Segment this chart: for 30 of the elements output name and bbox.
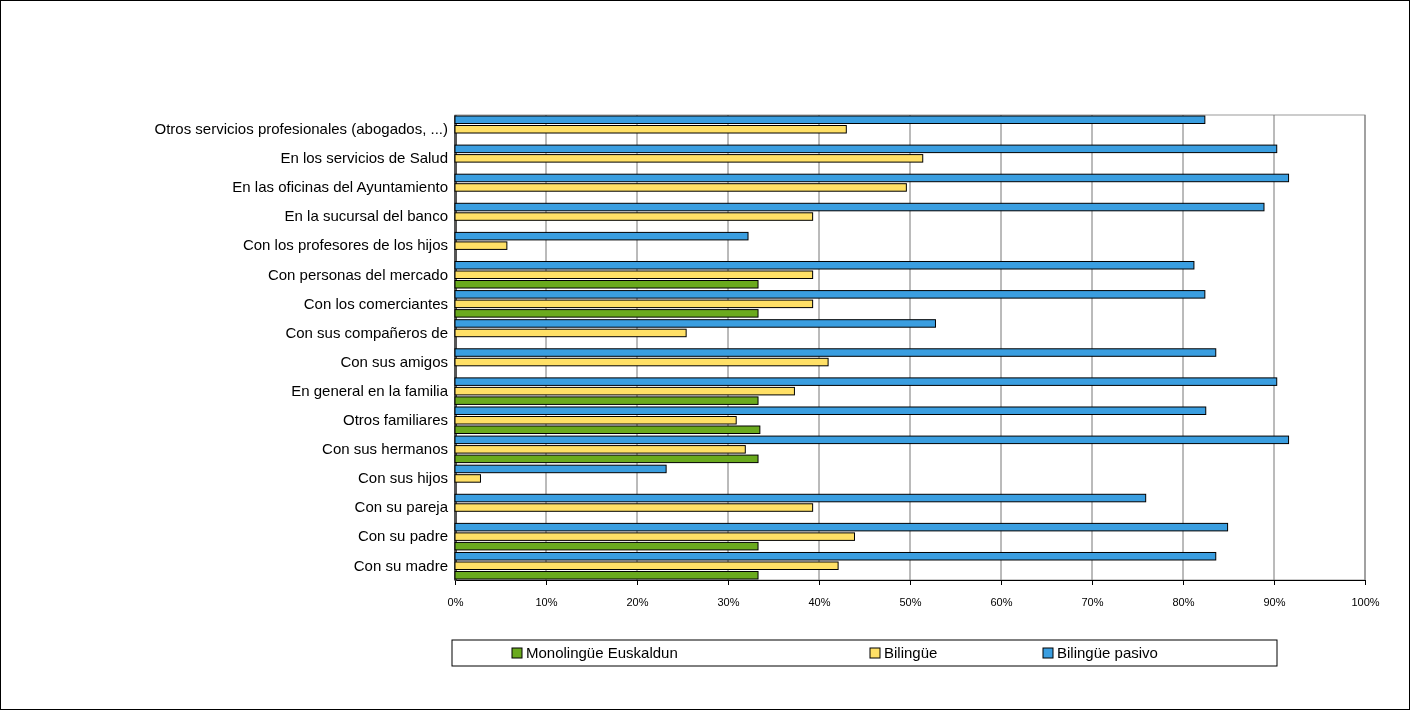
y-tick-label: Con sus amigos [340,352,448,370]
y-tick-label: Otros familiares [342,411,448,429]
legend-label: Monolingüe Euskaldun [526,644,678,661]
x-tick-label: 0% [447,595,464,608]
y-tick-label: Con sus hermanos [322,440,448,458]
y-tick-label: Otros servicios profesionales (abogados, ...) [154,120,448,138]
x-tick-label: 90% [1263,595,1286,608]
x-tick-label: 100% [1351,595,1380,608]
x-tick-label: 50% [899,595,922,608]
y-tick-label: Con personas del mercado [267,265,448,283]
y-tick-label: Con los profesores de los hijos [242,236,448,254]
legend-label: Bilingüe [884,644,938,661]
legend-label: Bilingüe pasivo [1057,644,1158,661]
y-tick-label: Con sus compañeros de [285,323,448,341]
y-tick-label: En las oficinas del Ayuntamiento [232,178,448,196]
x-tick-label: 80% [1172,595,1195,608]
y-tick-label: Con su padre [357,527,448,545]
y-tick-label: En los servicios de Salud [280,149,448,167]
y-tick-label: En general en la familia [291,381,449,399]
x-tick-label: 20% [626,595,649,608]
x-tick-label: 60% [990,595,1013,608]
y-tick-label: Con los comerciantes [303,294,448,312]
x-tick-label: 10% [535,595,558,608]
x-tick-label: 70% [1081,595,1104,608]
x-tick-label: 40% [808,595,831,608]
y-tick-label: Con su pareja [354,498,449,516]
x-tick-label: 30% [717,595,740,608]
y-tick-label: Con su madre [353,556,448,574]
y-tick-label: Con sus hijos [357,469,448,487]
y-tick-label: En la sucursal del banco [284,207,448,225]
